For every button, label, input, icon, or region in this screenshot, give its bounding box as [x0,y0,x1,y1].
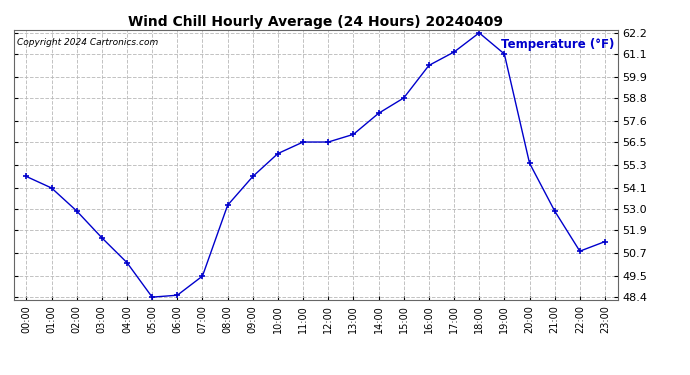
Text: Copyright 2024 Cartronics.com: Copyright 2024 Cartronics.com [17,38,158,47]
Title: Wind Chill Hourly Average (24 Hours) 20240409: Wind Chill Hourly Average (24 Hours) 202… [128,15,503,29]
Text: Temperature (°F): Temperature (°F) [501,38,615,51]
